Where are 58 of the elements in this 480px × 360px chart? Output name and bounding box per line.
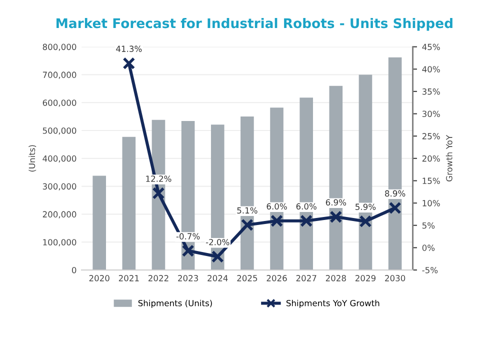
data-label: 12.2%	[146, 176, 172, 182]
point	[152, 186, 165, 200]
y2-tick-label: 20%	[422, 155, 440, 162]
y2-tick-label: 0%	[422, 244, 435, 251]
y2-tick-label: -5%	[422, 266, 438, 274]
data-label: 41.3%	[116, 46, 142, 52]
y2-tick-label: 30%	[422, 110, 440, 118]
x-tick-label: 2020	[89, 275, 110, 282]
legend-label: Shipments YoY Growth	[286, 300, 380, 308]
data-label: 6.9%	[326, 199, 346, 206]
data-label: 6.0%	[266, 203, 287, 210]
y2-tick-label: 35%	[422, 88, 440, 95]
y2-tick-label: 15%	[422, 178, 440, 184]
point	[359, 215, 372, 228]
x-tick-label: 2029	[355, 275, 376, 282]
y-tick-label: 500,000	[42, 127, 76, 135]
data-label: 5.9%	[356, 204, 376, 210]
chart-title: Market Forecast for Industrial Robots - Units Shipped	[56, 18, 452, 31]
point	[300, 214, 313, 228]
x-tick-label: 2028	[326, 275, 346, 282]
data-label: 8.9%	[385, 190, 406, 197]
point	[240, 218, 254, 232]
data-label: -2.0%	[206, 238, 230, 246]
point	[122, 57, 136, 70]
y2-tick-label: 25%	[422, 133, 440, 140]
y-tick-label: 600,000	[42, 100, 76, 107]
point	[182, 244, 194, 258]
y-tick-label: 800,000	[42, 44, 76, 51]
data-label: 6.0%	[296, 203, 316, 210]
legend-label: Shipments (Units)	[138, 300, 212, 308]
y-tick-label: 100,000	[43, 239, 76, 246]
bar	[122, 136, 136, 270]
y-tick-label: 200,000	[42, 211, 76, 218]
x-tick-label: 2024	[208, 275, 228, 282]
bar	[92, 176, 106, 270]
point	[270, 214, 284, 228]
x-tick-label: 2021	[118, 275, 139, 282]
x-tick-label: 2022	[148, 275, 168, 282]
x-tick-label: 2025	[237, 275, 258, 282]
y-tick-label: 400,000	[42, 155, 76, 163]
data-label: 5.1%	[237, 207, 258, 214]
x-tick-label: 2023	[178, 275, 198, 282]
y2-tick-label: 40%	[422, 66, 440, 72]
x-tick-label: 2026	[266, 275, 287, 282]
y-axis-title: (Units)	[28, 145, 36, 172]
y2-tick-label: 10%	[422, 200, 440, 206]
y-tick-label: 700,000	[42, 72, 76, 79]
x-tick-label: 2027	[296, 275, 316, 282]
y-tick-label: 300,000	[42, 183, 76, 190]
point	[211, 250, 224, 263]
y2-tick-label: 5%	[422, 222, 435, 229]
y-tick-label: 0	[72, 266, 76, 274]
point	[388, 202, 402, 214]
y2-axis-title: Growth YoY	[446, 134, 452, 182]
data-label: -0.7%	[176, 233, 200, 240]
y2-tick-label: 45%	[422, 44, 440, 50]
x-tick-label: 2030	[385, 275, 406, 282]
point	[330, 210, 342, 224]
